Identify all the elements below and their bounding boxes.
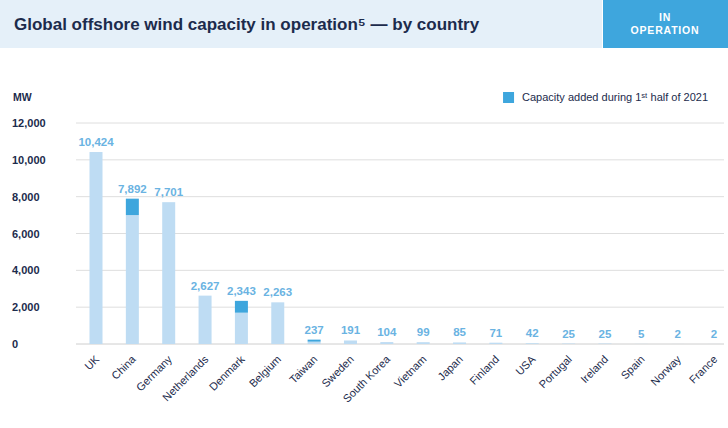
bar [489,342,502,343]
x-tick-label: USA [513,352,538,377]
total-label: 42 [526,327,539,339]
bar [417,342,430,343]
x-tick-label: South Korea [341,352,393,404]
bar [344,340,357,344]
x-tick-label: Belgium [247,353,284,390]
bar [162,202,175,344]
bar [380,342,393,343]
chart: Global offshore wind capacity in operati… [0,0,728,428]
x-tick-label: Sweden [319,353,356,390]
bar [271,302,284,344]
total-label: 7,892 [118,183,147,195]
bar [453,342,466,343]
x-tick-label: Finland [467,353,501,387]
bar [380,342,393,344]
x-tick-label: Spain [618,353,646,381]
total-label: 71 [489,327,502,339]
badge-box [603,0,728,48]
title: Global offshore wind capacity in operati… [14,15,480,34]
x-tick-label: UK [82,352,102,372]
bar [562,343,575,344]
y-tick-label: 10,000 [12,154,46,166]
x-tick-label: Vietnam [392,353,429,390]
legend-label: Capacity added during 1ˢᵗ half of 2021 [522,91,708,103]
bar [162,202,175,203]
bar [526,343,539,344]
x-tick-label: Taiwan [287,353,320,386]
bar [526,343,539,344]
x-tick-label: Portugal [537,353,574,390]
total-label: 2,263 [263,286,292,298]
total-label: 2 [711,328,717,340]
bar [271,302,284,303]
grid-line [76,123,724,124]
bar [308,340,321,342]
bar [598,343,611,344]
bar [453,342,466,344]
total-label: 25 [599,328,612,340]
y-tick-label: 12,000 [12,117,46,129]
bar [235,301,248,313]
y-tick-label: 0 [12,338,18,350]
y-axis-label: MW [13,91,32,103]
legend: Capacity added during 1ˢᵗ half of 2021 [503,91,708,103]
bar [126,215,139,344]
x-tick-label: Netherlands [160,353,211,404]
legend-swatch [503,92,514,103]
bar [344,340,357,341]
bar [199,295,212,296]
bars [90,152,721,344]
header-band [0,0,602,48]
bar [417,342,430,344]
total-label: 237 [305,324,324,336]
bar [635,343,648,344]
total-label: 5 [638,328,645,340]
bar [235,313,248,344]
bar [635,343,648,344]
bar [598,343,611,344]
bar [671,343,684,344]
x-tick-label: Norway [648,353,683,388]
x-tick-label: China [109,352,138,381]
bar [562,343,575,344]
grid-line [76,159,724,160]
total-label: 2,343 [227,285,256,297]
x-tick-label: Japan [435,353,465,383]
total-label: 2 [674,328,680,340]
total-label: 191 [341,324,361,336]
total-label: 25 [562,328,575,340]
bar [90,152,103,153]
total-label: 104 [377,326,397,338]
y-tick-label: 8,000 [12,191,40,203]
y-tick-label: 6,000 [12,228,40,240]
y-tick-label: 4,000 [12,264,40,276]
bar [90,152,103,344]
x-tick-label: France [687,353,720,386]
total-label: 2,627 [191,280,220,292]
badge: INOPERATION [631,11,700,36]
total-label: 85 [453,326,466,338]
y-tick-label: 2,000 [12,301,40,313]
total-label: 7,701 [154,186,183,198]
total-label: 99 [417,326,430,338]
x-tick-label: Denmark [207,353,247,393]
bar [671,343,684,344]
bar [199,296,212,344]
bar [489,343,502,344]
total-label: 10,424 [78,136,114,148]
x-tick-label: Ireland [578,353,610,385]
bar [308,342,321,344]
bar [126,199,139,215]
bar [708,343,721,344]
bar [708,343,721,344]
